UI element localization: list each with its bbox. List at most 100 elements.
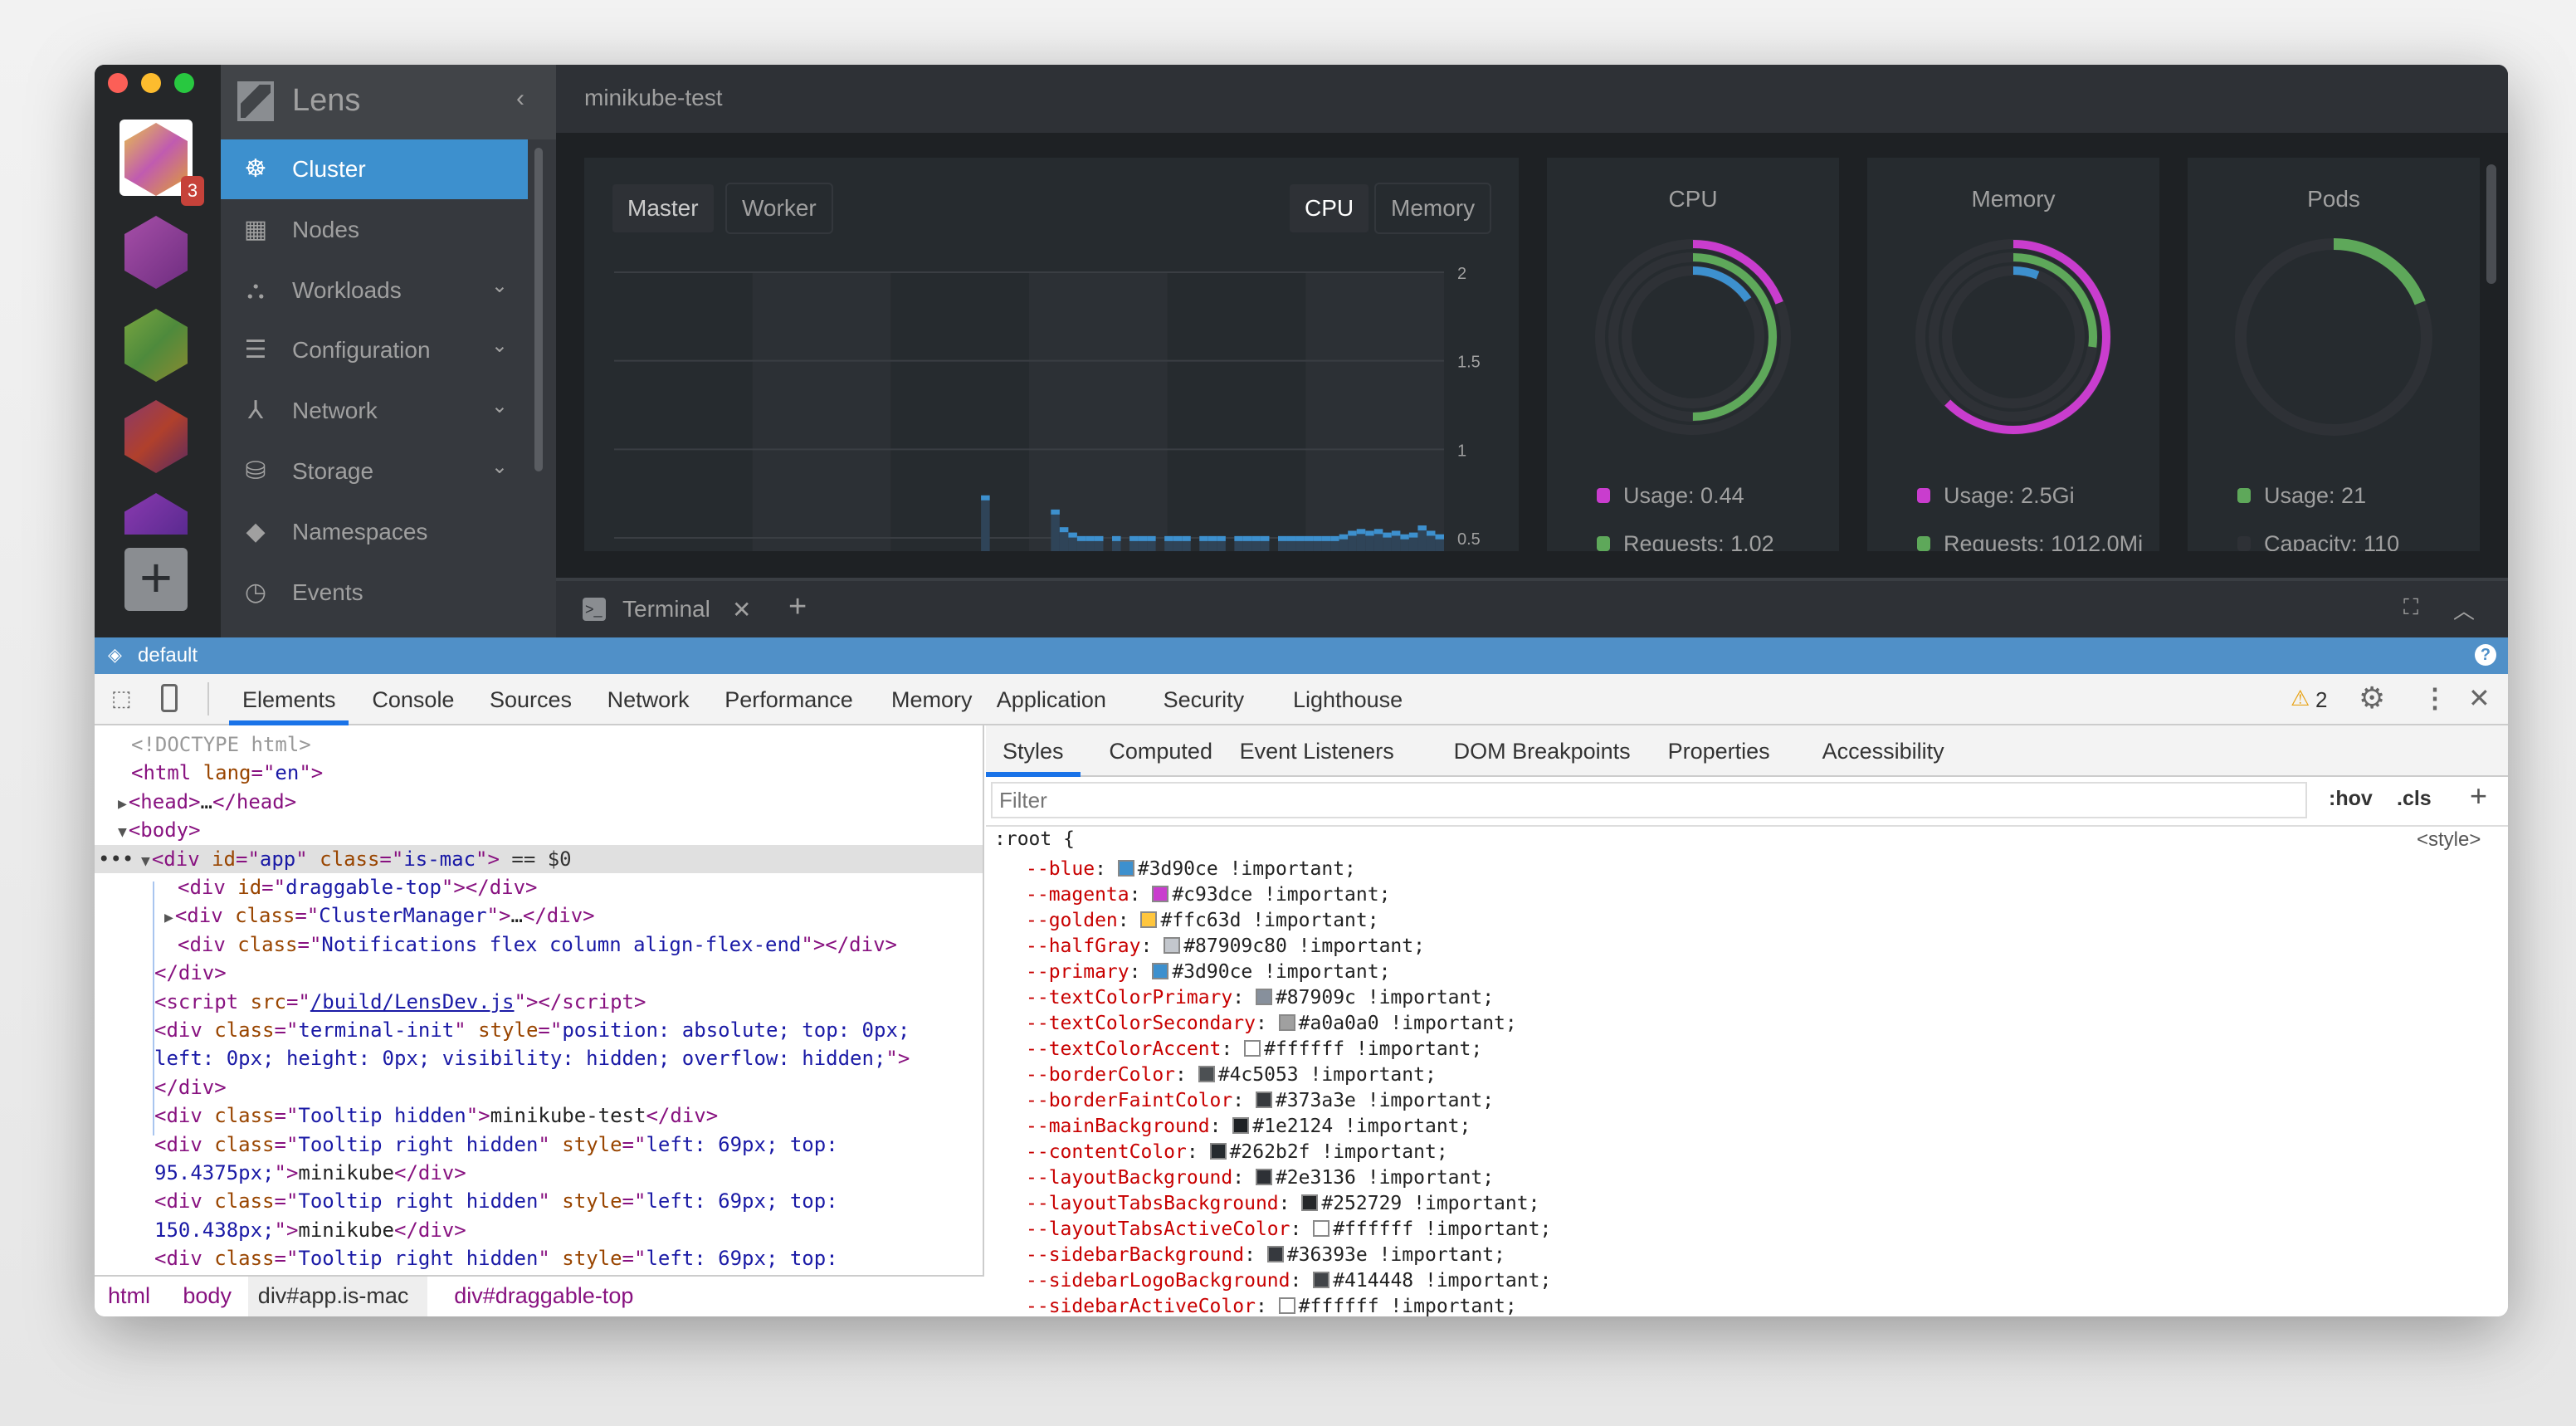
- dom-node-line[interactable]: <div class="terminal-init" style="positi…: [154, 1016, 910, 1044]
- namespace-label[interactable]: default: [138, 644, 198, 667]
- dom-node-line[interactable]: </div>: [154, 959, 227, 987]
- dom-node-line[interactable]: <div class="Tooltip right hidden" style=…: [154, 1244, 838, 1272]
- tab-performance[interactable]: Performance: [724, 687, 853, 712]
- css-variable-line[interactable]: --golden: #ffc63d !important;: [1026, 908, 1379, 934]
- dom-node-line[interactable]: ▼<body>: [118, 816, 201, 844]
- sidebar-item-network[interactable]: ⅄ Network ⌄: [221, 381, 528, 441]
- dom-node-line[interactable]: <div id="draggable-top"></div>: [178, 873, 538, 901]
- tab-network[interactable]: Network: [607, 687, 690, 712]
- css-variable-line[interactable]: --sidebarActiveColor: #ffffff !important…: [1026, 1294, 1517, 1316]
- css-variable-line[interactable]: --layoutTabsBackground: #252729 !importa…: [1026, 1191, 1539, 1217]
- tab-memory[interactable]: Memory: [1374, 183, 1492, 234]
- css-variable-line[interactable]: --halfGray: #87909c80 !important;: [1026, 934, 1425, 960]
- color-swatch[interactable]: [1313, 1220, 1330, 1237]
- warning-icon[interactable]: ⚠: [2291, 686, 2310, 711]
- css-variable-line[interactable]: --layoutTabsActiveColor: #ffffff !import…: [1026, 1217, 1551, 1243]
- settings-gear-icon[interactable]: ⚙: [2359, 681, 2386, 715]
- color-swatch[interactable]: [1266, 1246, 1284, 1262]
- css-variable-line[interactable]: --magenta: #c93dce !important;: [1026, 882, 1390, 908]
- maximize-window-button[interactable]: [174, 73, 194, 93]
- close-devtools-icon[interactable]: ✕: [2468, 683, 2491, 713]
- tab-lighthouse[interactable]: Lighthouse: [1293, 687, 1403, 712]
- css-variable-line[interactable]: --sidebarLogoBackground: #414448 !import…: [1026, 1268, 1551, 1294]
- sidebar-item-configuration[interactable]: ☰ Configuration ⌄: [221, 320, 528, 380]
- color-swatch[interactable]: [1232, 1117, 1250, 1134]
- css-variable-line[interactable]: --textColorAccent: #ffffff !important;: [1026, 1037, 1482, 1062]
- css-variable-line[interactable]: --primary: #3d90ce !important;: [1026, 960, 1390, 985]
- expand-arrow-icon[interactable]: ▼: [141, 852, 150, 870]
- css-variable-line[interactable]: --mainBackground: #1e2124 !important;: [1026, 1114, 1471, 1140]
- tab-computed[interactable]: Computed: [1109, 739, 1212, 764]
- more-options-icon[interactable]: ⋮: [2422, 683, 2448, 713]
- sidebar-item-nodes[interactable]: ▦ Nodes: [221, 200, 528, 260]
- dom-node-line[interactable]: <script src="/build/LensDev.js"></script…: [154, 988, 646, 1016]
- tab-memory[interactable]: Memory: [891, 687, 973, 712]
- css-variable-line[interactable]: --contentColor: #262b2f !important;: [1026, 1140, 1448, 1165]
- tab-properties[interactable]: Properties: [1667, 739, 1770, 764]
- cluster-icon[interactable]: [124, 309, 188, 382]
- breadcrumb-item[interactable]: html: [108, 1283, 151, 1308]
- sidebar-item-namespaces[interactable]: ◆ Namespaces: [221, 502, 528, 562]
- styles-filter-input[interactable]: [991, 782, 2307, 818]
- chevron-up-icon[interactable]: ︿: [2453, 598, 2476, 623]
- expand-arrow-icon[interactable]: ▶: [118, 794, 127, 813]
- tab-master[interactable]: Master: [611, 183, 715, 234]
- css-variable-line[interactable]: --textColorPrimary: #87909c !important;: [1026, 985, 1494, 1011]
- new-style-rule-button[interactable]: +: [2470, 779, 2488, 813]
- inspect-element-icon[interactable]: ⬚: [111, 686, 132, 711]
- dom-node-line[interactable]: ▼<div id="app" class="is-mac"> == $0: [141, 845, 572, 873]
- color-swatch[interactable]: [1209, 1143, 1227, 1160]
- tab-cpu[interactable]: CPU: [1288, 183, 1371, 234]
- color-swatch[interactable]: [1255, 989, 1272, 1005]
- color-swatch[interactable]: [1164, 937, 1181, 954]
- close-terminal-tab-icon[interactable]: ✕: [732, 597, 752, 623]
- breadcrumb-item[interactable]: div#draggable-top: [454, 1283, 634, 1308]
- main-scrollbar[interactable]: [2486, 164, 2496, 284]
- tab-application[interactable]: Application: [996, 687, 1106, 712]
- hov-toggle[interactable]: :hov: [2329, 787, 2373, 810]
- color-swatch[interactable]: [1278, 1297, 1295, 1314]
- css-variable-line[interactable]: --textColorSecondary: #a0a0a0 !important…: [1026, 1011, 1517, 1037]
- tab-dom-breakpoints[interactable]: DOM Breakpoints: [1453, 739, 1631, 764]
- dom-node-line[interactable]: <!DOCTYPE html>: [131, 730, 311, 759]
- css-variable-line[interactable]: --blue: #3d90ce !important;: [1026, 857, 1356, 882]
- breadcrumb-item[interactable]: body: [183, 1283, 232, 1308]
- sidebar-item-cluster[interactable]: ☸ Cluster: [221, 139, 528, 199]
- tab-accessibility[interactable]: Accessibility: [1822, 739, 1944, 764]
- dom-node-line[interactable]: <html lang="en">: [131, 759, 323, 787]
- help-icon[interactable]: ?: [2475, 644, 2496, 666]
- tab-console[interactable]: Console: [372, 687, 455, 712]
- dom-node-line[interactable]: left: 0px; height: 0px; visibility: hidd…: [154, 1044, 910, 1072]
- cluster-icon[interactable]: [124, 400, 188, 473]
- color-swatch[interactable]: [1152, 886, 1169, 902]
- dom-node-line[interactable]: 150.438px;">minikube</div>: [154, 1216, 466, 1244]
- color-swatch[interactable]: [1278, 1014, 1295, 1031]
- expand-arrow-icon[interactable]: ▼: [118, 823, 127, 842]
- css-variable-line[interactable]: --sidebarBackground: #36393e !important;: [1026, 1243, 1505, 1268]
- color-swatch[interactable]: [1255, 1169, 1272, 1185]
- tab-styles[interactable]: Styles: [1003, 739, 1064, 764]
- node-actions-icon[interactable]: •••: [98, 847, 134, 871]
- color-swatch[interactable]: [1255, 1091, 1272, 1108]
- new-terminal-tab-button[interactable]: +: [788, 589, 807, 624]
- sidebar-item-workloads[interactable]: ⛬ Workloads ⌄: [221, 261, 528, 320]
- tab-event-listeners[interactable]: Event Listeners: [1239, 739, 1394, 764]
- color-swatch[interactable]: [1313, 1272, 1330, 1288]
- dom-node-line[interactable]: <div class="Notifications flex column al…: [178, 930, 897, 959]
- sidebar-item-events[interactable]: ◷ Events: [221, 563, 528, 623]
- css-variable-line[interactable]: --borderColor: #4c5053 !important;: [1026, 1062, 1437, 1088]
- terminal-tab[interactable]: Terminal: [622, 596, 710, 622]
- sidebar-scrollbar[interactable]: [534, 148, 543, 471]
- dom-token[interactable]: /build/LensDev.js: [310, 989, 515, 1013]
- dom-node-line[interactable]: ▶<head>…</head>: [118, 788, 296, 816]
- warning-count[interactable]: 2: [2315, 687, 2328, 712]
- tab-security[interactable]: Security: [1163, 687, 1245, 712]
- dom-node-line[interactable]: <div class="Tooltip hidden">minikube-tes…: [154, 1101, 718, 1130]
- cluster-icon-minikube-test[interactable]: [124, 123, 188, 196]
- dom-node-line[interactable]: 95.4375px;">minikube</div>: [154, 1159, 466, 1187]
- fullscreen-icon[interactable]: ⛶: [2403, 594, 2419, 619]
- expand-arrow-icon[interactable]: ▶: [164, 909, 173, 927]
- tab-worker[interactable]: Worker: [725, 183, 833, 234]
- minimize-window-button[interactable]: [141, 73, 161, 93]
- sidebar-item-storage[interactable]: ⛁ Storage ⌄: [221, 442, 528, 501]
